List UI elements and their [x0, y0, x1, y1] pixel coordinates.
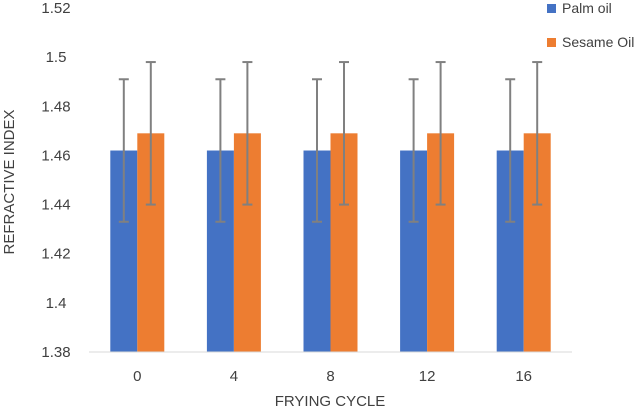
- error-bar-palm-oil-16: [505, 78, 516, 223]
- y-tick-label-5: 1.48: [41, 98, 70, 115]
- x-tick-label-12: 12: [419, 368, 436, 385]
- error-bar-sesame-oil-16: [532, 61, 543, 206]
- x-tick-labels: 0 4 8 12 16: [133, 368, 532, 385]
- y-tick-label-7: 1.52: [41, 0, 70, 17]
- error-bar-palm-oil-12: [408, 78, 419, 223]
- error-bar-sesame-oil-0: [145, 61, 156, 206]
- y-tick-label-4: 1.46: [41, 147, 70, 164]
- error-bar-sesame-oil-4: [242, 61, 253, 206]
- y-tick-label-3: 1.44: [41, 197, 70, 214]
- y-tick-labels: 1.38 1.4 1.42 1.44 1.46 1.48 1.5 1.52: [41, 0, 70, 361]
- y-tick-label-6: 1.5: [46, 49, 67, 66]
- legend-item-sesame-oil: Sesame Oil: [547, 32, 634, 52]
- y-tick-label-2: 1.42: [41, 246, 70, 263]
- error-bar-palm-oil-4: [215, 78, 226, 223]
- y-axis-title: REFRACTIVE INDEX: [1, 109, 18, 254]
- error-bar-sesame-oil-12: [435, 61, 446, 206]
- bars-group: [110, 133, 551, 352]
- legend: Palm oil Sesame Oil: [547, 0, 641, 60]
- y-tick-label-1: 1.4: [46, 295, 67, 312]
- legend-item-palm-oil: Palm oil: [547, 0, 612, 18]
- x-axis-title: FRYING CYCLE: [275, 393, 386, 410]
- error-bar-palm-oil-8: [312, 78, 322, 223]
- error-bars-group: [118, 61, 543, 223]
- error-bar-palm-oil-0: [118, 78, 129, 223]
- legend-swatch-palm-oil: [547, 3, 556, 13]
- x-tick-label-4: 4: [230, 368, 238, 385]
- x-tick-label-8: 8: [326, 368, 334, 385]
- x-tick-label-16: 16: [515, 368, 532, 385]
- y-tick-label-0: 1.38: [41, 344, 70, 361]
- error-bar-sesame-oil-8: [339, 61, 349, 206]
- legend-label-palm-oil: Palm oil: [562, 0, 612, 16]
- x-tick-label-0: 0: [133, 368, 141, 385]
- legend-swatch-sesame-oil: [547, 37, 556, 47]
- legend-label-sesame-oil: Sesame Oil: [562, 34, 635, 50]
